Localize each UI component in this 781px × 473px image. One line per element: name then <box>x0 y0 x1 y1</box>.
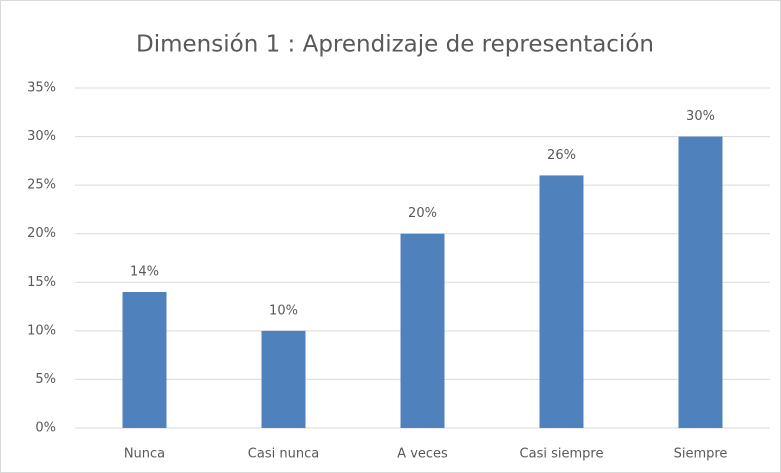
x-tick-label: Nunca <box>124 447 165 462</box>
bar <box>122 292 167 428</box>
y-tick-label: 5% <box>35 372 56 387</box>
y-tick-label: 10% <box>27 323 56 338</box>
x-tick-label: Casi siempre <box>520 447 604 462</box>
x-tick-label: A veces <box>397 447 448 462</box>
bar <box>678 136 723 429</box>
y-tick-label: 25% <box>27 178 56 193</box>
bar <box>261 330 306 428</box>
y-tick-label: 35% <box>27 81 56 96</box>
bar <box>400 233 445 428</box>
data-label: 20% <box>408 206 437 221</box>
x-tick-label: Casi nunca <box>248 447 319 462</box>
y-tick-label: 0% <box>35 421 56 436</box>
y-tick-label: 30% <box>27 129 56 144</box>
y-tick-label: 20% <box>27 226 56 241</box>
data-label: 14% <box>130 265 159 280</box>
data-label: 30% <box>686 109 715 124</box>
chart-title: Dimensión 1 : Aprendizaje de representac… <box>136 32 654 58</box>
y-tick-label: 15% <box>27 275 56 290</box>
data-label: 26% <box>547 148 576 163</box>
bar <box>539 175 584 428</box>
data-label: 10% <box>269 303 298 318</box>
x-tick-label: Siempre <box>674 447 728 462</box>
